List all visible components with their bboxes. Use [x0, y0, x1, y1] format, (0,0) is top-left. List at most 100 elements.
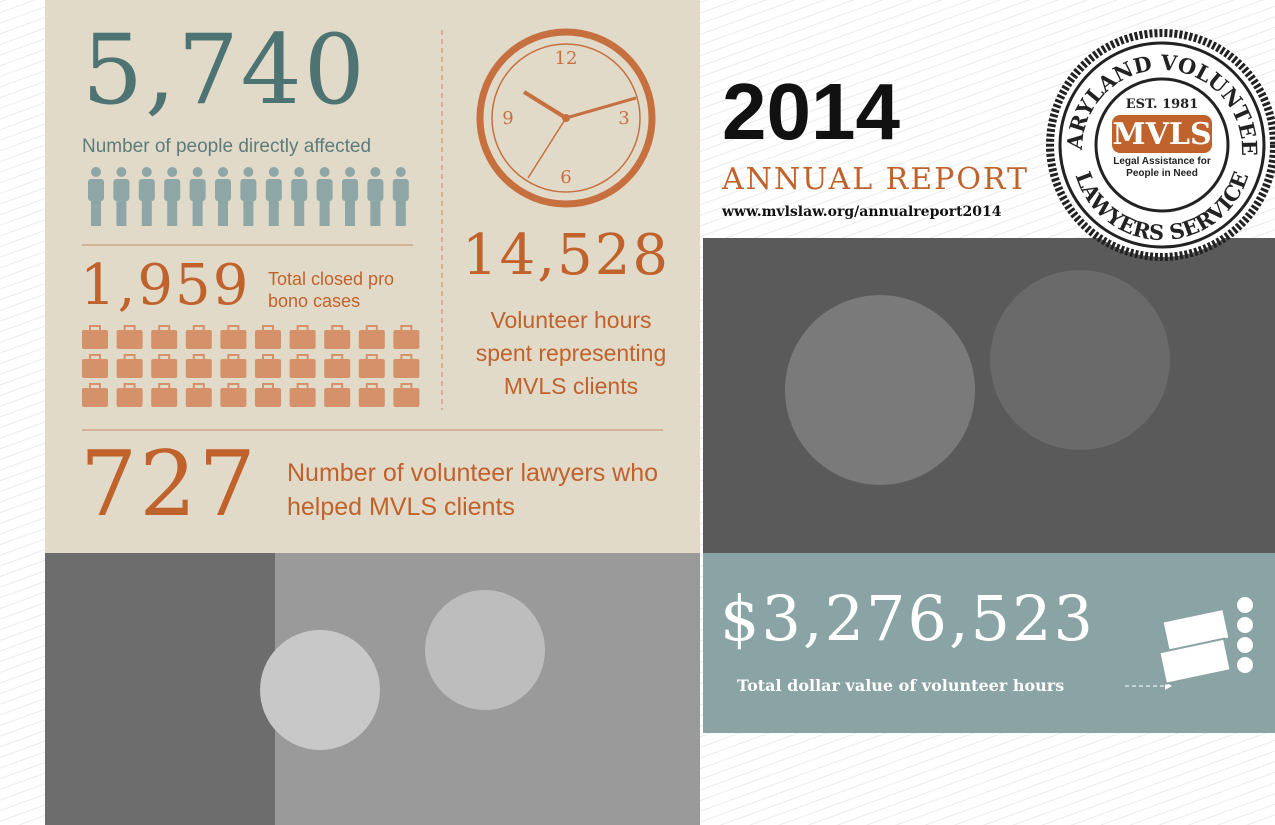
person-icon [240, 167, 257, 226]
briefcase-body [82, 359, 108, 378]
report-title: ANNUAL REPORT [722, 162, 1029, 197]
briefcase-body [116, 388, 143, 407]
person-head [192, 167, 203, 177]
briefcase-icon [151, 383, 178, 407]
person-legs [345, 199, 355, 226]
cases-value: 1,959 [80, 253, 251, 318]
briefcase-icon [358, 325, 385, 349]
person-head [370, 167, 381, 177]
briefcase-icon [289, 354, 316, 378]
briefcase-icon [255, 354, 281, 378]
briefcase-icon [220, 383, 247, 407]
person-head [116, 167, 127, 177]
briefcase-icon [358, 383, 385, 407]
person-body [215, 179, 231, 201]
dollars-value: $3,276,523 [720, 582, 1095, 655]
briefcase-body [255, 388, 281, 407]
briefcase-body [324, 388, 351, 407]
briefcase-body [151, 388, 178, 407]
briefcase-icon [393, 354, 420, 378]
person-legs [268, 199, 279, 226]
briefcase-body [116, 330, 143, 349]
person-body [367, 179, 384, 201]
briefcase-body [393, 359, 420, 378]
briefcase-icon [255, 325, 281, 349]
briefcase-body [220, 359, 247, 378]
photo-detail [425, 590, 545, 710]
lawyers-label: Number of volunteer lawyers who helped M… [287, 459, 658, 521]
people-label: Number of people directly affected [82, 136, 372, 157]
briefcase-icon [324, 383, 351, 407]
seal-acronym: MVLS [1112, 117, 1211, 152]
photo-detail [45, 553, 275, 825]
cases-label: Total closed pro bono cases [268, 269, 395, 311]
person-head [167, 167, 178, 177]
briefcase-icon [324, 354, 351, 378]
briefcase-body [220, 330, 247, 349]
person-body [189, 179, 206, 201]
report-url: www.mvlslaw.org/annualreport2014 [722, 204, 1002, 220]
briefcase-icon [185, 354, 212, 378]
seal-tagline: Legal Assistance for People in Need [1113, 156, 1211, 179]
person-icon [88, 167, 104, 226]
person-icon [342, 167, 358, 226]
briefcase-body [393, 330, 420, 349]
briefcase-icon [185, 383, 212, 407]
person-icon [215, 167, 231, 226]
person-legs [294, 199, 305, 226]
photo-detail [990, 270, 1170, 450]
person-legs [141, 199, 152, 226]
person-body [164, 179, 181, 201]
briefcase-icon [185, 325, 212, 349]
briefcase-icon [289, 383, 316, 407]
clock: 12 3 6 9 [476, 28, 656, 208]
person-head [345, 167, 355, 177]
person-head [91, 167, 101, 177]
briefcase-body [255, 359, 281, 378]
briefcase-body [393, 388, 420, 407]
person-legs [370, 199, 381, 226]
briefcase-icon [116, 383, 143, 407]
person-head [141, 167, 152, 177]
briefcase-icon [82, 354, 108, 378]
briefcase-body [220, 388, 247, 407]
person-icon [367, 167, 384, 226]
person-body [113, 179, 130, 201]
person-body [240, 179, 257, 201]
person-head [218, 167, 228, 177]
briefcase-icon [324, 325, 351, 349]
briefcase-body [185, 359, 212, 378]
person-head [243, 167, 254, 177]
briefcase-body [358, 359, 385, 378]
briefcase-body [255, 330, 281, 349]
person-icon [392, 167, 409, 226]
briefcase-body [358, 388, 385, 407]
briefcase-body [82, 388, 108, 407]
briefcase-icons [82, 325, 420, 407]
briefcase-icon [82, 325, 108, 349]
person-head [319, 167, 330, 177]
photo-detail [785, 295, 975, 485]
person-body [316, 179, 333, 201]
dollars-label: Total dollar value of volunteer hours [737, 676, 1065, 695]
briefcase-icon [220, 325, 247, 349]
stats-panel [45, 0, 700, 553]
person-icon [316, 167, 333, 226]
person-body [392, 179, 409, 201]
person-body [291, 179, 308, 201]
hours-value: 14,528 [462, 223, 670, 288]
lawyers-value: 727 [80, 432, 258, 537]
briefcase-icon [151, 354, 178, 378]
person-icon [113, 167, 130, 226]
person-legs [167, 199, 178, 226]
briefcase-body [289, 330, 316, 349]
briefcase-body [358, 330, 385, 349]
briefcase-icon [82, 383, 108, 407]
briefcase-body [151, 359, 178, 378]
seal-established: EST. 1981 [1126, 97, 1199, 112]
clock-numeral: 12 [555, 48, 578, 69]
person-legs [192, 199, 203, 226]
person-body [265, 179, 282, 201]
briefcase-body [289, 359, 316, 378]
